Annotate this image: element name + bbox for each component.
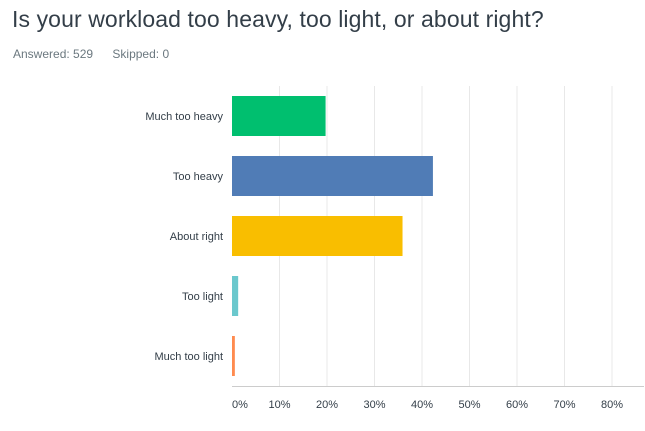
x-tick-label: 70%: [553, 399, 575, 411]
category-label: About right: [170, 231, 223, 243]
category-label: Much too heavy: [145, 111, 223, 123]
bar-about-right[interactable]: [232, 216, 403, 256]
x-tick-label: 20%: [316, 399, 338, 411]
response-stats: Answered: 529 Skipped: 0: [13, 47, 169, 61]
x-tick-label: 50%: [458, 399, 480, 411]
bar-much-too-light[interactable]: [232, 336, 235, 376]
bar-too-light[interactable]: [232, 276, 239, 316]
x-tick-label: 30%: [363, 399, 385, 411]
answered-count: Answered: 529: [13, 47, 94, 61]
skipped-count: Skipped: 0: [112, 47, 170, 61]
bar-too-heavy[interactable]: [232, 156, 433, 196]
category-label: Much too light: [155, 351, 223, 363]
x-tick-label: 0%: [232, 399, 248, 411]
category-label: Too light: [182, 291, 223, 303]
x-tick-label: 40%: [411, 399, 433, 411]
bar-much-too-heavy[interactable]: [232, 96, 326, 136]
category-label: Too heavy: [173, 171, 224, 183]
x-tick-label: 10%: [268, 399, 290, 411]
x-tick-label: 80%: [601, 399, 623, 411]
question-title: Is your workload too heavy, too light, o…: [12, 6, 544, 32]
x-tick-label: 60%: [506, 399, 528, 411]
